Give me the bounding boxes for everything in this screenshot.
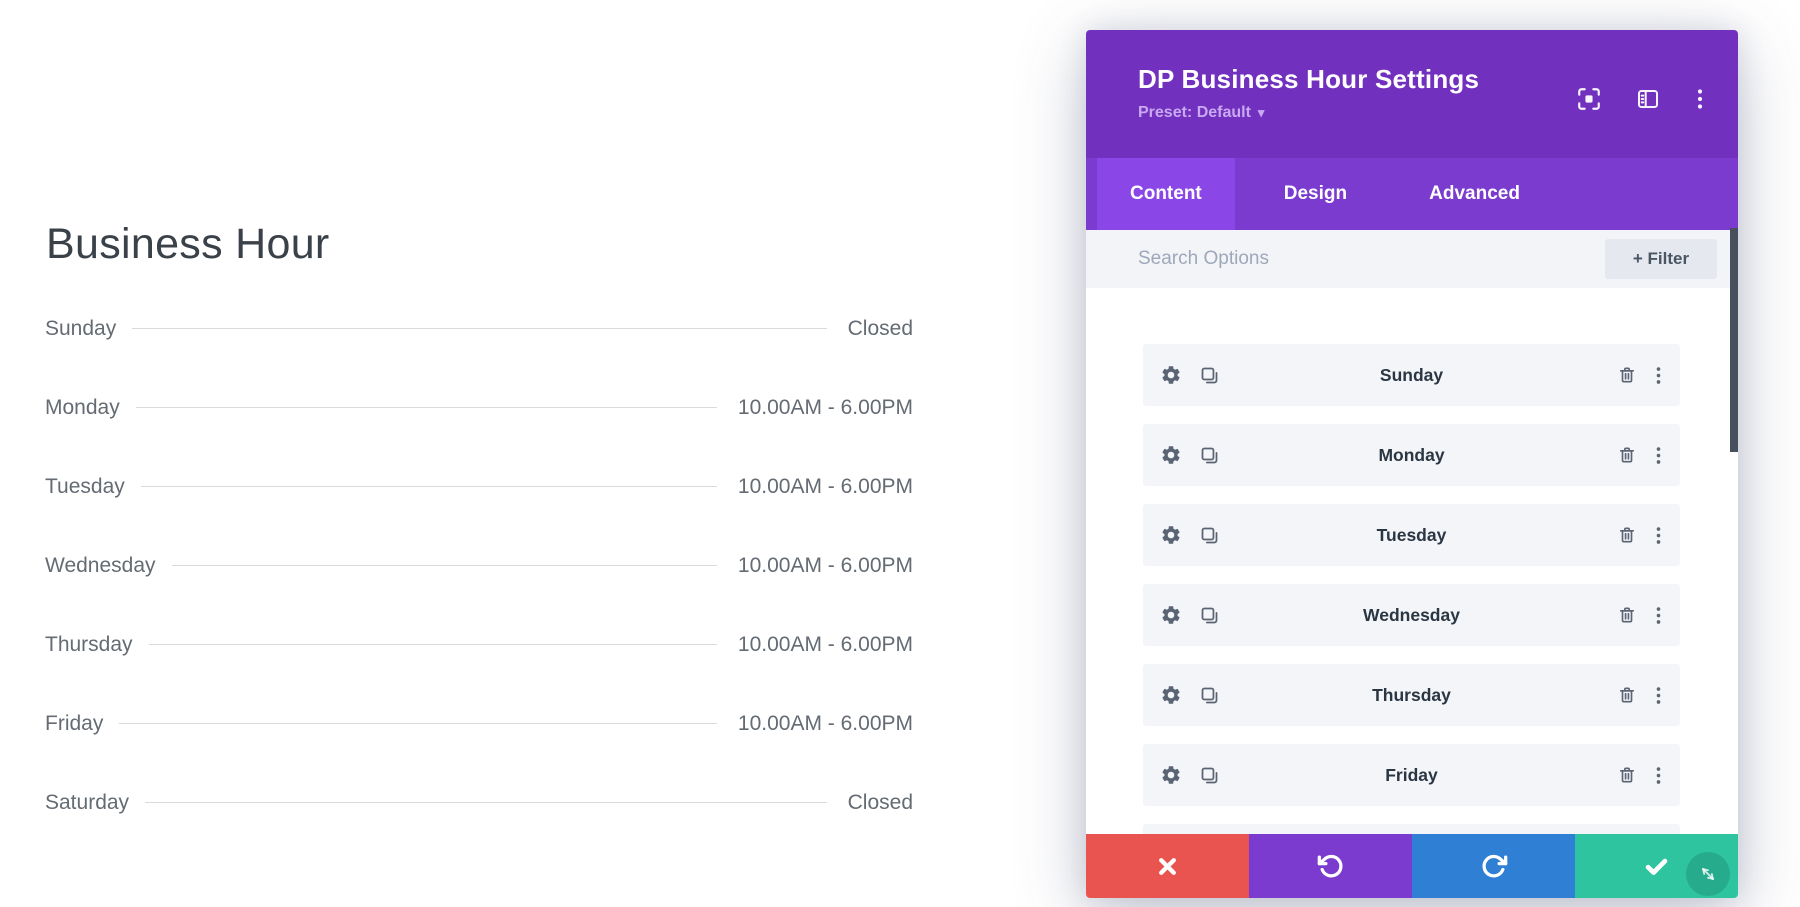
- option-item-row[interactable]: Tuesday: [1143, 504, 1680, 566]
- divider-line: [119, 723, 717, 724]
- option-item-row[interactable]: Friday: [1143, 744, 1680, 806]
- settings-gear-icon[interactable]: [1160, 604, 1182, 626]
- duplicate-icon[interactable]: [1199, 365, 1220, 386]
- item-options-icon[interactable]: [1654, 686, 1663, 705]
- business-hour-row: Sunday Closed: [45, 289, 913, 368]
- option-item-label: Wednesday: [1363, 604, 1460, 625]
- modal-scrollbar[interactable]: [1730, 228, 1738, 452]
- settings-gear-icon[interactable]: [1160, 444, 1182, 466]
- day-label: Wednesday: [45, 553, 156, 577]
- preset-selector[interactable]: Preset: Default ▾: [1138, 104, 1264, 122]
- business-hour-row: Wednesday 10.00AM - 6.00PM: [45, 526, 913, 605]
- item-options-icon[interactable]: [1654, 446, 1663, 465]
- option-item-row[interactable]: Wednesday: [1143, 584, 1680, 646]
- option-item-label: Thursday: [1372, 684, 1451, 705]
- business-hour-row: Saturday Closed: [45, 763, 913, 842]
- save-button[interactable]: [1575, 834, 1738, 898]
- item-options-icon[interactable]: [1654, 526, 1663, 545]
- option-item-row[interactable]: [1143, 824, 1680, 834]
- redo-icon: [1480, 852, 1508, 880]
- discard-x-icon: [1155, 854, 1180, 879]
- tab-advanced[interactable]: Advanced: [1429, 183, 1520, 204]
- option-item-label: Tuesday: [1376, 524, 1447, 545]
- delete-trash-icon[interactable]: [1617, 445, 1637, 465]
- divider-line: [171, 565, 717, 566]
- hours-value: 10.00AM - 6.00PM: [737, 632, 913, 656]
- option-item-label: Sunday: [1379, 364, 1444, 385]
- day-label: Thursday: [45, 632, 133, 656]
- search-options-bar: + Filter: [1086, 230, 1738, 288]
- divider-line: [145, 802, 827, 803]
- option-item-row[interactable]: Thursday: [1143, 664, 1680, 726]
- tab-design[interactable]: Design: [1283, 183, 1348, 204]
- discard-button[interactable]: [1086, 834, 1249, 898]
- day-label: Sunday: [45, 316, 117, 340]
- hours-value: 10.00AM - 6.00PM: [737, 711, 913, 735]
- business-hour-row: Friday 10.00AM - 6.00PM: [45, 684, 913, 763]
- preset-label: Preset: Default: [1138, 104, 1251, 121]
- duplicate-icon[interactable]: [1199, 765, 1220, 786]
- item-options-icon[interactable]: [1654, 766, 1663, 785]
- modal-tabs: Content Design Advanced: [1086, 158, 1738, 230]
- save-check-icon: [1643, 853, 1670, 880]
- split-view-icon[interactable]: [1636, 87, 1660, 111]
- settings-gear-icon[interactable]: [1160, 364, 1182, 386]
- option-item-row[interactable]: Sunday: [1143, 344, 1680, 406]
- day-label: Monday: [45, 395, 120, 419]
- hours-value: 10.00AM - 6.00PM: [737, 474, 913, 498]
- delete-trash-icon[interactable]: [1617, 605, 1637, 625]
- modal-resize-handle[interactable]: [1686, 852, 1730, 896]
- hours-value: Closed: [847, 316, 913, 340]
- undo-icon: [1317, 852, 1345, 880]
- settings-gear-icon[interactable]: [1160, 684, 1182, 706]
- item-options-icon[interactable]: [1654, 606, 1663, 625]
- option-item-label: Friday: [1385, 764, 1438, 785]
- divider-line: [140, 486, 717, 487]
- divider-line: [132, 328, 827, 329]
- modal-footer: [1086, 834, 1738, 898]
- tab-content[interactable]: Content: [1097, 158, 1235, 230]
- hours-value: 10.00AM - 6.00PM: [737, 395, 913, 419]
- divider-line: [148, 644, 717, 645]
- business-hour-row: Thursday 10.00AM - 6.00PM: [45, 605, 913, 684]
- settings-gear-icon[interactable]: [1160, 764, 1182, 786]
- delete-trash-icon[interactable]: [1617, 525, 1637, 545]
- day-label: Friday: [45, 711, 104, 735]
- delete-trash-icon[interactable]: [1617, 365, 1637, 385]
- duplicate-icon[interactable]: [1199, 605, 1220, 626]
- settings-gear-icon[interactable]: [1160, 524, 1182, 546]
- business-hour-row: Tuesday 10.00AM - 6.00PM: [45, 447, 913, 526]
- duplicate-icon[interactable]: [1199, 525, 1220, 546]
- page-title: Business Hour: [46, 220, 330, 268]
- chevron-down-icon: ▾: [1257, 105, 1265, 120]
- business-hour-row: Monday 10.00AM - 6.00PM: [45, 368, 913, 447]
- more-options-icon[interactable]: [1694, 87, 1706, 111]
- modal-header: DP Business Hour Settings Preset: Defaul…: [1086, 30, 1738, 158]
- delete-trash-icon[interactable]: [1617, 765, 1637, 785]
- divider-line: [135, 407, 717, 408]
- filter-button[interactable]: + Filter: [1605, 239, 1717, 279]
- options-list: Sunday: [1086, 288, 1738, 834]
- hours-value: 10.00AM - 6.00PM: [737, 553, 913, 577]
- undo-button[interactable]: [1249, 834, 1412, 898]
- day-label: Tuesday: [45, 474, 125, 498]
- duplicate-icon[interactable]: [1199, 445, 1220, 466]
- search-input[interactable]: [1138, 248, 1605, 270]
- delete-trash-icon[interactable]: [1617, 685, 1637, 705]
- modal-title: DP Business Hour Settings: [1138, 64, 1480, 94]
- day-label: Saturday: [45, 790, 130, 814]
- option-item-row[interactable]: Monday: [1143, 424, 1680, 486]
- modal-header-actions: [1576, 86, 1706, 112]
- settings-modal: DP Business Hour Settings Preset: Defaul…: [1086, 30, 1738, 898]
- zoom-module-icon[interactable]: [1576, 86, 1602, 112]
- business-hours-list: Sunday Closed Monday 10.00AM - 6.00PM Tu…: [45, 289, 913, 842]
- redo-button[interactable]: [1412, 834, 1575, 898]
- item-options-icon[interactable]: [1654, 366, 1663, 385]
- hours-value: Closed: [847, 790, 913, 814]
- option-item-label: Monday: [1378, 444, 1445, 465]
- duplicate-icon[interactable]: [1199, 685, 1220, 706]
